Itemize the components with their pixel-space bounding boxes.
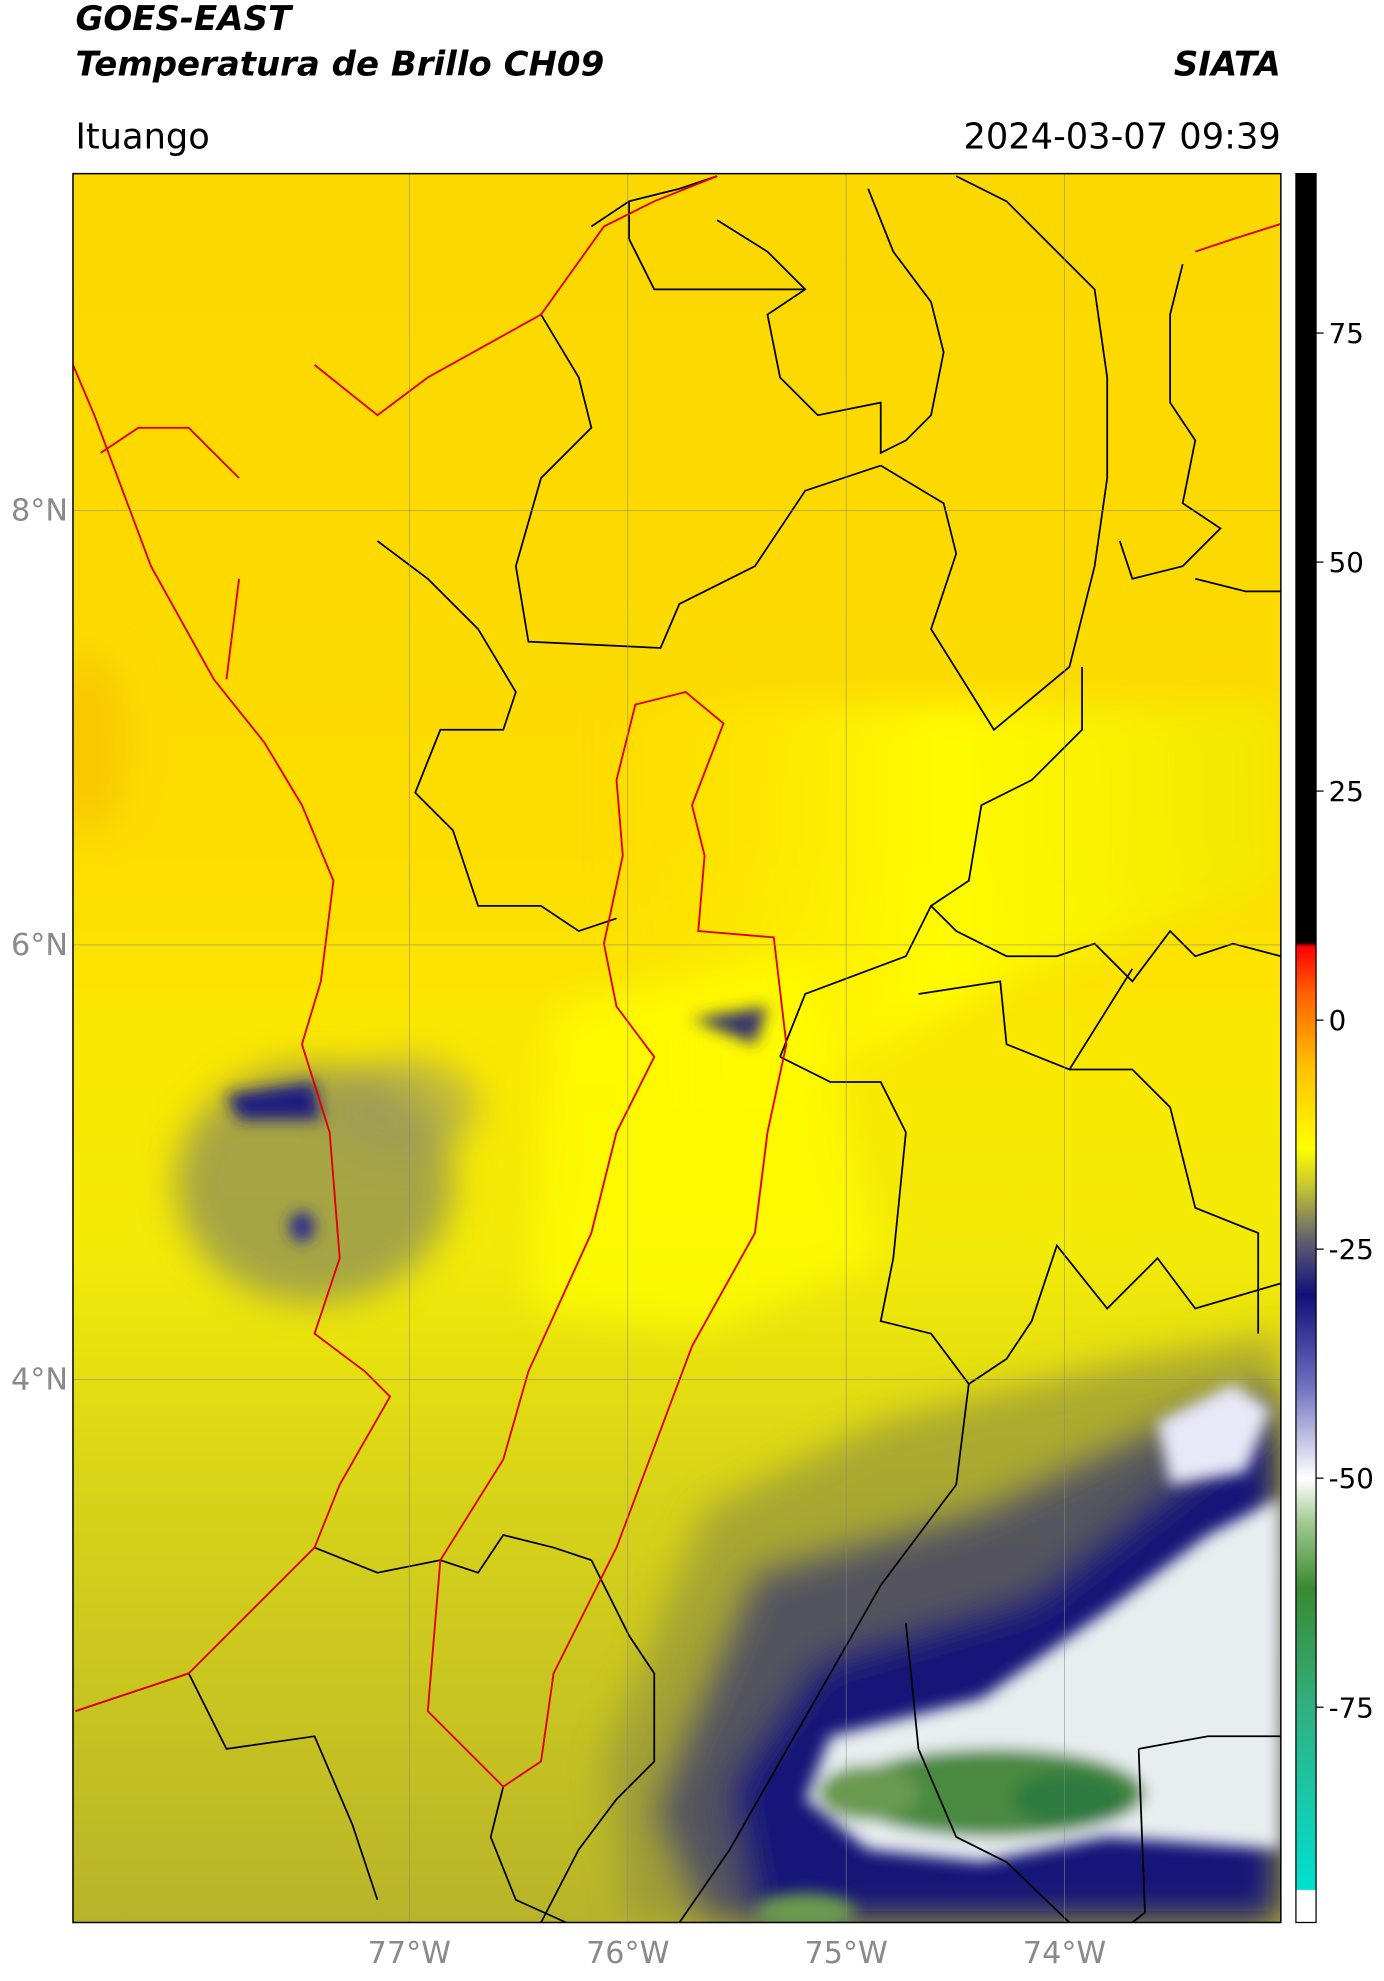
borders [75,175,1281,1923]
lon-label: 75°W [804,1936,887,1971]
colorbar-tick-label: -25 [1329,1233,1374,1266]
colorbar-tick-label: 0 [1329,1004,1347,1037]
lat-label: 6°N [11,928,68,963]
lon-label: 74°W [1023,1936,1106,1971]
lat-label: 8°N [11,493,68,528]
map-image [72,173,1281,1923]
lon-label: 76°W [586,1936,669,1971]
colorbar-tick-label: 50 [1329,546,1364,579]
lat-label: 4°N [11,1362,68,1397]
datetime: 2024-03-07 09:39 [963,116,1280,157]
subtitle: Temperatura de Brillo CH09 [75,44,604,84]
colorbar-tick-label: 25 [1329,775,1364,808]
colorbar-tick-label: -75 [1329,1691,1374,1724]
colorbar-tick-label: 75 [1329,317,1364,350]
brand: SIATA [1174,44,1281,84]
title: GOES-EAST [75,0,293,39]
colorbar [1295,172,1317,1924]
place: Ituango [75,116,209,157]
coastline [72,175,1281,1788]
colorbar-tick-label: -50 [1329,1462,1374,1495]
map-frame [72,172,1282,1924]
lon-label: 77°W [368,1936,451,1971]
